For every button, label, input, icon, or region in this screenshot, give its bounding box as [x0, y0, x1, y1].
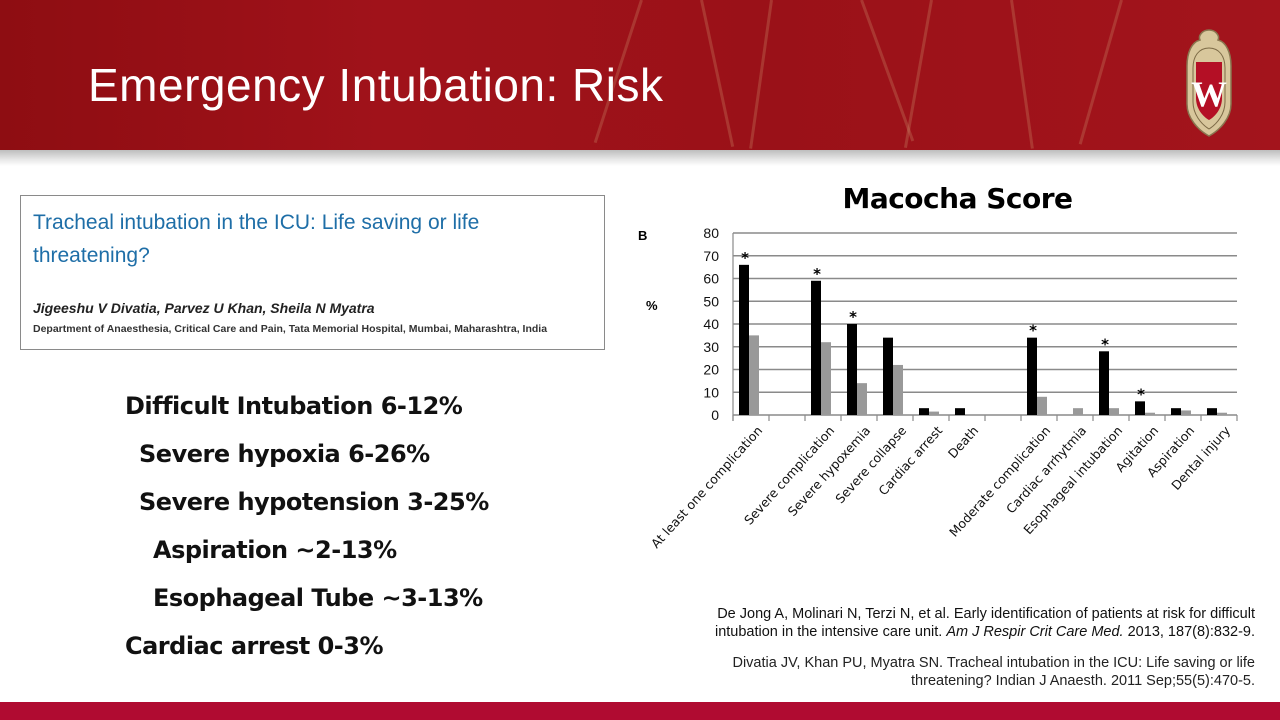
x-tick-label: At least one complication	[648, 423, 765, 551]
bar-black	[739, 264, 749, 415]
chart-title: Macocha Score	[842, 182, 1073, 215]
bar-gray	[749, 335, 759, 415]
bar-gray	[893, 364, 903, 415]
risk-item: Esophageal Tube ~3-13%	[153, 584, 483, 612]
bar-black	[811, 280, 821, 415]
significance-marker: *	[849, 308, 857, 326]
y-tick-label: 70	[703, 248, 719, 264]
bar-gray	[1145, 412, 1155, 415]
slide-header: Emergency Intubation: Risk W	[0, 0, 1280, 150]
x-tick-label: Death	[945, 423, 981, 461]
reference-de-jong: De Jong A, Molinari N, Terzi N, et al. E…	[695, 605, 1255, 641]
risk-item: Aspiration ~2-13%	[153, 536, 397, 564]
header-shadow	[0, 150, 1280, 166]
y-tick-label: 40	[703, 316, 719, 332]
bar-gray	[1073, 408, 1083, 415]
x-tick-label: Cardiac arrest	[875, 423, 945, 498]
bar-gray	[1181, 410, 1191, 415]
bar-black	[847, 324, 857, 415]
risk-item: Severe hypotension 3-25%	[139, 488, 489, 516]
y-tick-label: 20	[703, 362, 719, 378]
significance-marker: *	[813, 265, 821, 283]
risk-item: Cardiac arrest 0-3%	[125, 632, 383, 660]
bar-gray	[821, 342, 831, 415]
paper-department: Department of Anaesthesia, Critical Care…	[33, 323, 548, 335]
bar-gray	[857, 383, 867, 415]
y-tick-label: 10	[703, 384, 719, 400]
macocha-bar-chart: B % 0 10 20 30 40 50 60 70 80 * * * * * * At least on…	[638, 225, 1238, 551]
university-crest-logo: W	[1186, 29, 1232, 137]
y-tick-label: 0	[711, 407, 719, 423]
significance-marker: *	[1137, 385, 1145, 403]
bar-gray	[929, 411, 939, 415]
bar-black	[883, 337, 893, 415]
bar-gray	[1217, 412, 1227, 415]
y-tick-label: 80	[703, 225, 719, 241]
y-tick-label: 50	[703, 293, 719, 309]
risk-item: Severe hypoxia 6-26%	[139, 440, 430, 468]
risk-item: Difficult Intubation 6-12%	[125, 392, 463, 420]
bar-gray	[1037, 396, 1047, 415]
paper-citation-box: Tracheal intubation in the ICU: Life sav…	[20, 195, 605, 350]
chart-panel-label: B	[638, 228, 647, 243]
reference-divatia: Divatia JV, Khan PU, Myatra SN. Tracheal…	[732, 655, 1255, 689]
risk-list: Difficult Intubation 6-12% Severe hypoxi…	[125, 388, 489, 676]
reference-text: De Jong A, Molinari N, Terzi N, et al. E…	[714, 606, 1255, 640]
logo-letter: W	[1191, 74, 1227, 114]
slide-title: Emergency Intubation: Risk	[88, 59, 664, 111]
bar-black	[1171, 408, 1181, 415]
bar-black	[1207, 408, 1217, 415]
bar-gray	[1109, 408, 1119, 415]
y-tick-label: 30	[703, 339, 719, 355]
slide-footer-bar	[0, 702, 1280, 720]
paper-authors: Jigeeshu V Divatia, Parvez U Khan, Sheil…	[33, 300, 375, 316]
y-tick-label: 60	[703, 271, 719, 287]
bar-black	[955, 408, 965, 415]
bar-black	[1135, 401, 1145, 415]
significance-marker: *	[741, 249, 749, 267]
chart-y-axis-label: %	[646, 298, 658, 313]
bar-black	[1099, 351, 1109, 415]
significance-marker: *	[1101, 335, 1109, 353]
significance-marker: *	[1029, 322, 1037, 340]
bar-black	[1027, 337, 1037, 415]
bar-black	[919, 408, 929, 415]
reference-journal: Am J Respir Crit Care Med.	[946, 624, 1124, 640]
reference-text: 2013, 187(8):832-9.	[1123, 624, 1255, 640]
paper-title: Tracheal intubation in the ICU: Life sav…	[33, 211, 480, 267]
